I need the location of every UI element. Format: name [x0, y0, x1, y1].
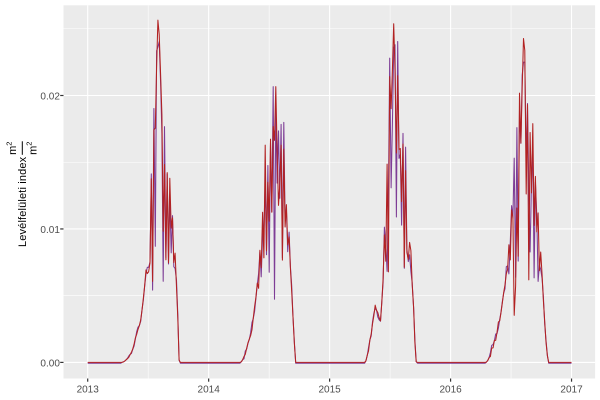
svg-text:m2: m2: [25, 142, 40, 155]
svg-text:2015: 2015: [318, 385, 341, 396]
svg-text:Levélfelületi index: Levélfelületi index: [17, 156, 29, 247]
svg-text:0.01: 0.01: [40, 225, 60, 236]
svg-text:2013: 2013: [77, 385, 100, 396]
svg-text:0.02: 0.02: [40, 91, 60, 102]
svg-text:2016: 2016: [439, 385, 462, 396]
svg-text:2014: 2014: [198, 385, 221, 396]
svg-text:2017: 2017: [560, 385, 583, 396]
svg-text:0.00: 0.00: [40, 358, 60, 369]
svg-text:m2: m2: [4, 142, 19, 155]
